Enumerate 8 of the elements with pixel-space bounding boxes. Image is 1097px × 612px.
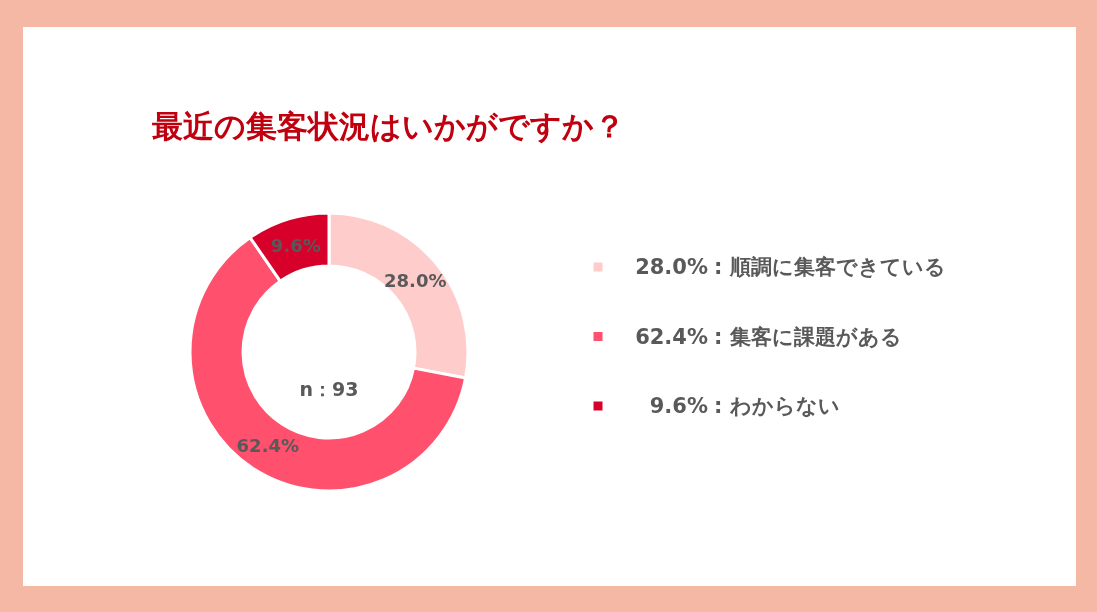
legend-label: 9.6% : わからない	[649, 394, 840, 418]
data-label: 9.6%	[270, 234, 321, 256]
data-label: 28.0%	[384, 270, 447, 292]
text: n：93	[299, 378, 359, 400]
legend-label: 62.4% : 集客に課題がある	[635, 324, 902, 349]
legend-label: 28.0% : 順調に集客できている	[635, 255, 946, 279]
chart-title: 最近の集客状況はいかがですか？	[152, 108, 625, 144]
data-label: 62.4%	[236, 435, 300, 457]
